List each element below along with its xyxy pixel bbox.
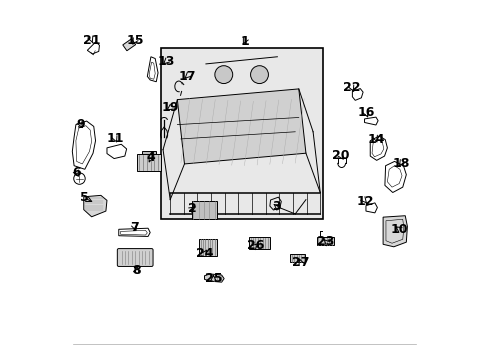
Text: 15: 15 <box>126 34 143 47</box>
Text: 9: 9 <box>77 118 85 131</box>
Bar <box>191 202 216 219</box>
Text: 4: 4 <box>146 151 155 165</box>
Text: 22: 22 <box>342 81 360 94</box>
Text: 8: 8 <box>132 264 141 276</box>
Text: 1: 1 <box>240 35 248 48</box>
Polygon shape <box>83 195 107 217</box>
Bar <box>248 237 269 249</box>
Text: 23: 23 <box>317 235 334 248</box>
Text: 24: 24 <box>195 247 213 260</box>
Text: 27: 27 <box>292 256 309 269</box>
Text: 14: 14 <box>366 133 384 146</box>
Polygon shape <box>122 39 135 51</box>
Circle shape <box>214 66 232 84</box>
Text: 11: 11 <box>106 132 123 145</box>
Text: 3: 3 <box>272 200 281 213</box>
Text: 26: 26 <box>246 239 264 252</box>
Polygon shape <box>382 216 407 247</box>
Text: 25: 25 <box>204 273 222 285</box>
Text: 6: 6 <box>72 166 81 179</box>
Text: 20: 20 <box>331 149 349 162</box>
Text: 12: 12 <box>356 195 373 208</box>
Bar <box>316 237 333 245</box>
Polygon shape <box>204 274 224 282</box>
Text: 7: 7 <box>130 221 139 234</box>
FancyBboxPatch shape <box>117 249 153 266</box>
Text: 16: 16 <box>357 106 374 120</box>
Bar <box>160 48 323 219</box>
Polygon shape <box>177 89 305 164</box>
Text: 13: 13 <box>158 55 175 68</box>
Text: 21: 21 <box>82 34 100 47</box>
Text: 2: 2 <box>188 202 197 215</box>
Bar <box>142 152 155 154</box>
Text: 19: 19 <box>161 102 179 114</box>
Circle shape <box>250 66 268 84</box>
Bar <box>198 239 216 256</box>
Text: 18: 18 <box>391 157 409 170</box>
Text: 5: 5 <box>80 192 89 204</box>
Text: 17: 17 <box>178 69 196 82</box>
Bar <box>290 254 305 262</box>
Text: 10: 10 <box>390 223 407 236</box>
Bar <box>136 154 161 171</box>
